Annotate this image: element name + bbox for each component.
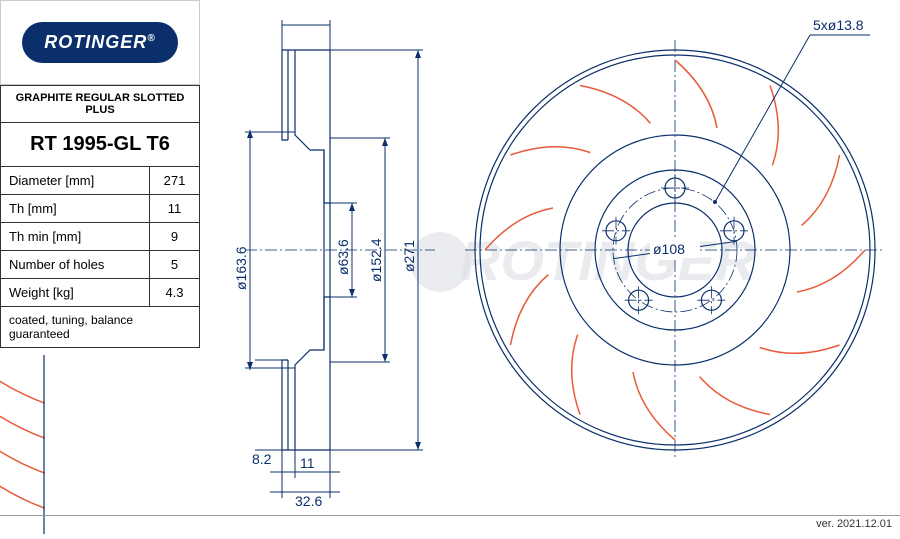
spec-value: 5 (150, 251, 200, 279)
dim-d4: ø271 (401, 50, 421, 450)
svg-text:5xø13.8: 5xø13.8 (813, 17, 864, 33)
spec-label: Th min [mm] (1, 223, 150, 251)
dim-d3: ø152.4 (368, 138, 388, 362)
version-label: ver. 2021.12.01 (816, 518, 892, 530)
svg-text:ø152.4: ø152.4 (368, 238, 384, 282)
technical-drawing: ROTINGER (200, 0, 900, 534)
brand-name: ROTINGER (44, 32, 147, 52)
spec-label: Weight [kg] (1, 279, 150, 307)
spec-value: 11 (150, 195, 200, 223)
section-upper (282, 50, 330, 250)
spec-label: Diameter [mm] (1, 167, 150, 195)
svg-text:ø63.6: ø63.6 (335, 239, 351, 275)
section-lower (282, 250, 330, 450)
footer-divider (0, 515, 900, 516)
spec-value: 271 (150, 167, 200, 195)
spec-label: Th [mm] (1, 195, 150, 223)
brand-logo-pill: ROTINGER® (22, 22, 177, 63)
spec-label: Number of holes (1, 251, 150, 279)
svg-text:ø163.6: ø163.6 (233, 246, 249, 290)
watermark-text: ROTINGER (460, 229, 756, 292)
brand-logo: ROTINGER® (0, 0, 200, 85)
svg-text:ø108: ø108 (653, 241, 685, 257)
dim-bolt-callout: 5xø13.8 (713, 17, 870, 204)
spec-table: GRAPHITE REGULAR SLOTTED PLUS RT 1995-GL… (0, 85, 200, 348)
product-line: GRAPHITE REGULAR SLOTTED PLUS (1, 86, 200, 123)
svg-text:ø271: ø271 (401, 240, 417, 272)
spec-value: 4.3 (150, 279, 200, 307)
svg-text:11: 11 (300, 455, 315, 471)
spec-note: coated, tuning, balance guaranteed (1, 307, 200, 348)
dim-d1: ø163.6 (233, 130, 253, 370)
cross-section-view: ø163.6 ø63.6 ø152.4 ø271 (233, 20, 435, 509)
svg-text:32.6: 32.6 (295, 493, 322, 509)
svg-text:8.2: 8.2 (252, 451, 272, 467)
side-slot-decoration (0, 355, 45, 534)
spec-value: 9 (150, 223, 200, 251)
dim-d2: ø63.6 (335, 203, 355, 297)
part-number: RT 1995-GL T6 (1, 123, 200, 167)
